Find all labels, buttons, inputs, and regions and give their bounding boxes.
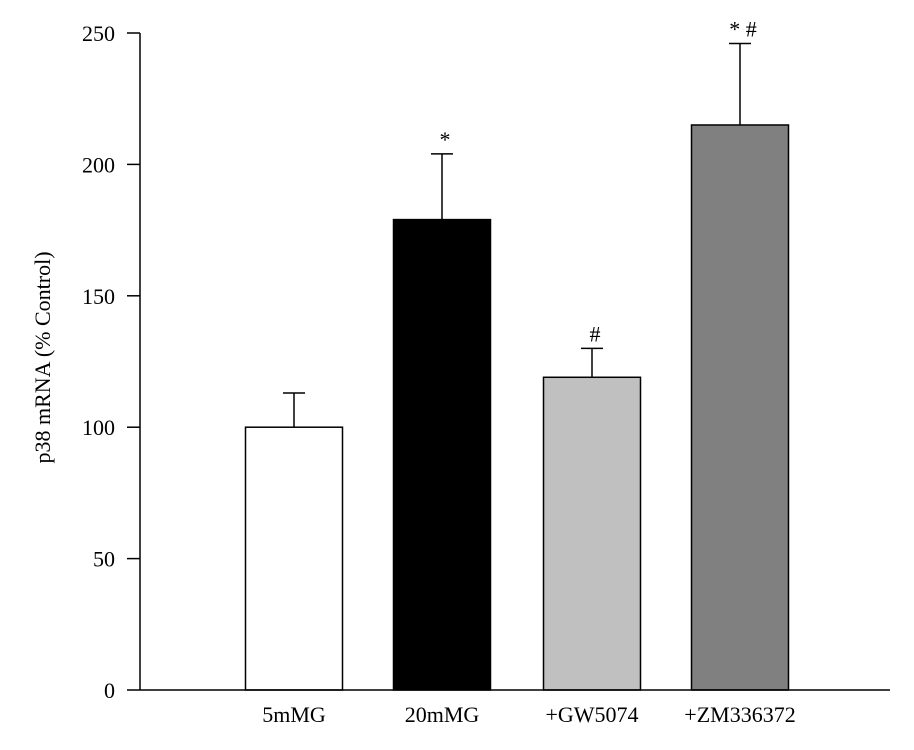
significance-label: # [590,321,601,346]
y-axis-title: p38 mRNA (% Control) [30,251,55,463]
y-tick-label: 0 [104,678,115,703]
x-tick-label: +ZM336372 [684,702,795,727]
y-tick-label: 100 [82,415,115,440]
significance-label: * # [729,17,757,42]
y-axis: 0 50 100 150 200 250 [82,21,141,703]
x-tick-label: +GW5074 [545,702,638,727]
significance-label: * [440,127,451,152]
y-tick-label: 250 [82,21,115,46]
bar [392,218,492,691]
x-tick-label: 20mMG [405,702,480,727]
bars: * # * # [244,17,790,691]
bar [244,426,344,691]
x-tick-label: 5mMG [262,702,326,727]
y-tick-label: 50 [93,547,115,572]
y-tick-label: 150 [82,284,115,309]
y-tick-label: 200 [82,152,115,177]
x-axis: 5mMG 20mMG +GW5074 +ZM336372 [140,689,890,727]
bar [690,124,790,691]
bar [542,376,642,691]
